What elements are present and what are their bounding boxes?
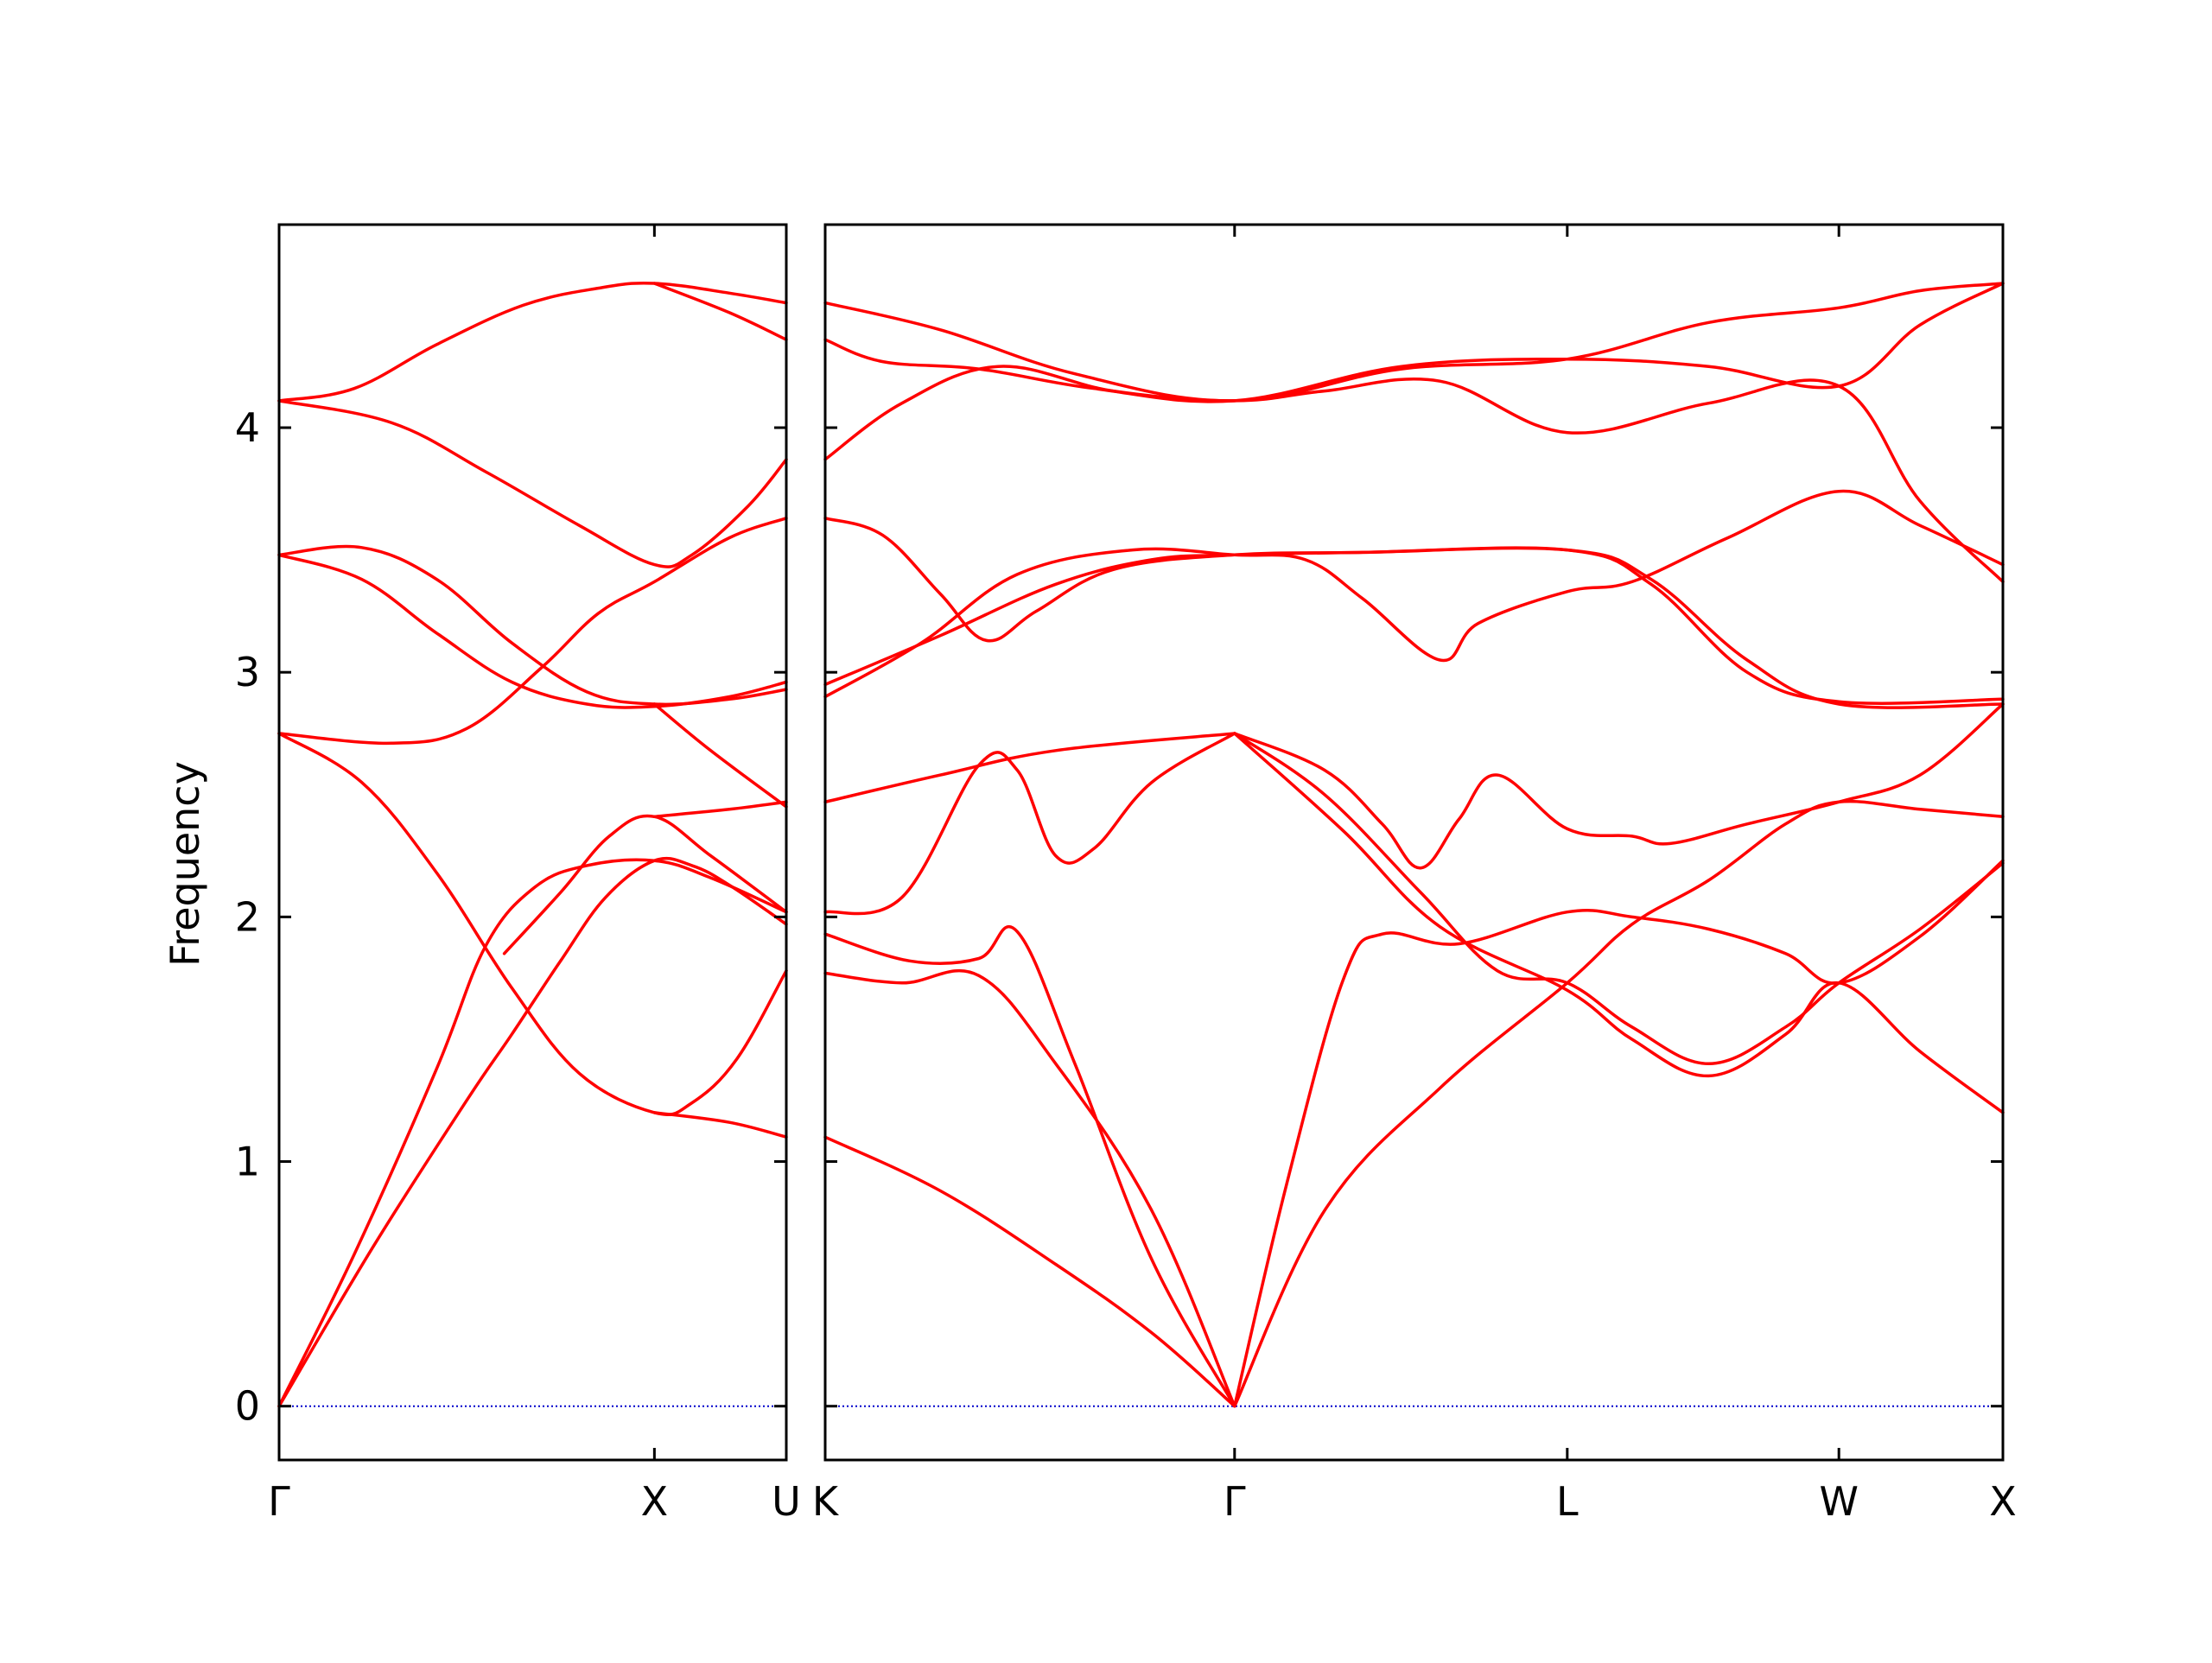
band-line (823, 732, 1236, 804)
x-tick-label: K (812, 1478, 840, 1525)
band-line (823, 517, 2005, 705)
band-line (823, 489, 2005, 699)
band-line (823, 546, 2005, 709)
band-line (823, 732, 1236, 916)
x-tick-label: U (772, 1478, 801, 1525)
band-line (652, 282, 788, 341)
band-line (823, 282, 2005, 403)
y-tick-label: 1 (235, 1139, 260, 1185)
panel-frame (823, 223, 2005, 1462)
band-line (1233, 732, 2005, 1114)
x-tick-label: X (1989, 1478, 2017, 1525)
band-line (502, 814, 788, 955)
x-tick-label: Γ (1224, 1478, 1246, 1525)
band-line (823, 365, 2005, 584)
panel-left (277, 223, 788, 1462)
y-tick-label: 0 (235, 1383, 260, 1430)
x-tick-label: W (1819, 1478, 1858, 1525)
y-tick-label: 2 (235, 893, 260, 940)
band-line (1233, 859, 2005, 1408)
band-line (277, 281, 788, 403)
band-line (277, 544, 788, 707)
band-line (823, 282, 2005, 403)
x-tick-label: L (1556, 1478, 1579, 1525)
band-line (1233, 732, 2005, 1066)
panel-right (823, 223, 2005, 1462)
x-tick-label: Γ (268, 1478, 290, 1525)
panel-frame (277, 223, 788, 1462)
band-line (277, 856, 788, 1408)
band-line (277, 858, 788, 1408)
band-line (277, 553, 788, 709)
band-line (277, 517, 788, 746)
band-line (652, 1111, 788, 1139)
band-line (277, 732, 788, 1117)
y-axis-label: Frequency (162, 761, 208, 967)
band-line (652, 702, 788, 809)
band-line (277, 399, 788, 568)
y-tick-label: 4 (235, 404, 260, 451)
band-line (1233, 799, 2005, 1408)
band-line (823, 924, 1236, 1408)
band-line (652, 800, 788, 819)
band-line (1233, 702, 2005, 870)
band-line (823, 1135, 1236, 1408)
band-line (823, 968, 1236, 1408)
y-tick-label: 3 (235, 649, 260, 695)
x-tick-label: X (641, 1478, 669, 1525)
